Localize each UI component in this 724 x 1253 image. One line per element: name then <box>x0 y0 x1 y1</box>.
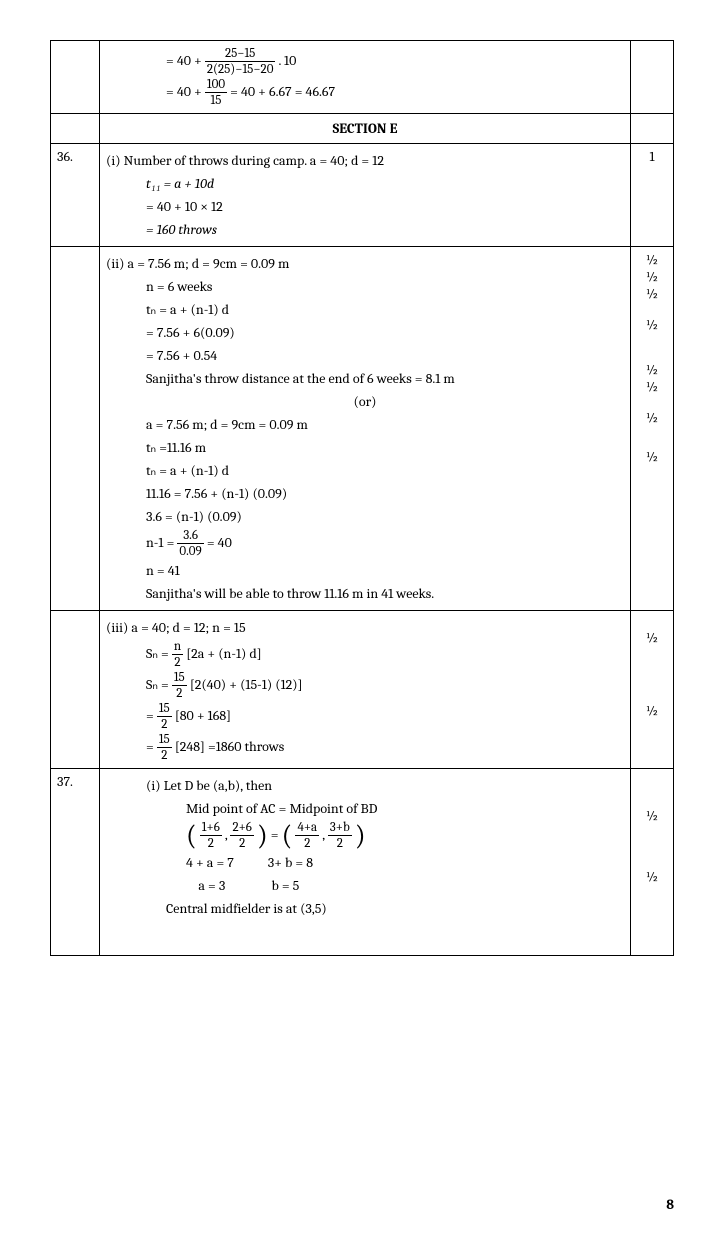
q36-p3-content: (iii) a = 40; d = 12; n = 15 Sₙ = n2 [2a… <box>100 611 631 769</box>
q36-p2-content: (ii) a = 7.56 m; d = 9cm = 0.09 m n = 6 … <box>100 247 631 611</box>
page-number: 8 <box>50 1196 674 1213</box>
q37-marks: ½ ½ <box>631 769 674 956</box>
q37-content: (i) Let D be (a,b), then Mid point of AC… <box>100 769 631 956</box>
answer-table: = 40 + 25−15 2(25)−15−20 . 10 = 40 + 100… <box>50 40 674 956</box>
q36-p1-content: (i) Number of throws during camp. a = 40… <box>100 144 631 247</box>
q36-p1-l1: (i) Number of throws during camp. a = 40… <box>106 150 624 171</box>
q36-p1-l4: = 160 throws <box>106 219 624 240</box>
q36-p2-l14: Sanjitha's will be able to throw 11.16 m… <box>106 583 624 604</box>
q36-p2-l12a: n-1 = <box>146 534 177 551</box>
q37-eq-line: ( 1+62 , 2+62 ) = ( 4+a2 , 3+b2 ) <box>106 821 624 850</box>
sec-qnum <box>51 114 100 144</box>
q36-p2-l9: tₙ = a + (n-1) d <box>106 460 624 481</box>
q36-p2-l13: n = 41 <box>106 560 624 581</box>
q36-p2-frac: 3.6 0.09 <box>177 529 203 558</box>
q36-p1-l3: = 40 + 10 × 12 <box>106 196 624 217</box>
prev-frac1: 25−15 2(25)−15−20 <box>205 47 276 76</box>
q36-p2-marks: ½ ½ ½ ½ ½ ½ ½ ½ <box>631 247 674 611</box>
q36-p2-l3: tₙ = a + (n-1) d <box>106 299 624 320</box>
q36-p2-l6: Sanjitha's throw distance at the end of … <box>106 368 624 389</box>
q37-l6: Central midfielder is at (3,5) <box>106 898 624 919</box>
q36-p2-l2: n = 6 weeks <box>106 276 624 297</box>
q37-l2: Mid point of AC = Midpoint of BD <box>106 798 624 819</box>
q36-num: 36. <box>51 144 100 247</box>
q37-l5: a = 3 b = 5 <box>106 875 624 896</box>
q36-p2-l5: = 7.56 + 0.54 <box>106 345 624 366</box>
q36-p2-l1: (ii) a = 7.56 m; d = 9cm = 0.09 m <box>106 253 624 274</box>
q36-p2-l11: 3.6 = (n-1) (0.09) <box>106 506 624 527</box>
q-num-empty <box>51 41 100 114</box>
prev-content: = 40 + 25−15 2(25)−15−20 . 10 = 40 + 100… <box>100 41 631 114</box>
q36-p2-qnum <box>51 247 100 611</box>
prev-l2b: = 40 + 6.67 = 46.67 <box>230 83 335 100</box>
q36-p3-marks: ½ ½ <box>631 611 674 769</box>
prev-l2a: = 40 + <box>166 83 205 100</box>
sec-marks <box>631 114 674 144</box>
prev-l1b: . 10 <box>279 52 297 69</box>
prev-l1a: = 40 + <box>166 52 205 69</box>
q37-l4: 4 + a = 7 3+ b = 8 <box>106 852 624 873</box>
q36-p3-l1: (iii) a = 40; d = 12; n = 15 <box>106 617 624 638</box>
q36-p2-l12b: = 40 <box>207 534 232 551</box>
section-e-header: SECTION E <box>100 114 631 144</box>
q36-p2-l10: 11.16 = 7.56 + (n-1) (0.09) <box>106 483 624 504</box>
q36-p2-or: (or) <box>106 391 624 412</box>
q36-p2-l4: = 7.56 + 6(0.09) <box>106 322 624 343</box>
q36-p3-qnum <box>51 611 100 769</box>
prev-marks <box>631 41 674 114</box>
q36-p2-l7: a = 7.56 m; d = 9cm = 0.09 m <box>106 414 624 435</box>
q36-p2-l8: tₙ =11.16 m <box>106 437 624 458</box>
q37-l1: (i) Let D be (a,b), then <box>106 775 624 796</box>
q36-p1-l2: t₁₁ = a + 10d <box>106 173 624 194</box>
prev-frac2: 100 15 <box>205 78 227 107</box>
q36-p1-marks: 1 <box>631 144 674 247</box>
q37-num: 37. <box>51 769 100 956</box>
